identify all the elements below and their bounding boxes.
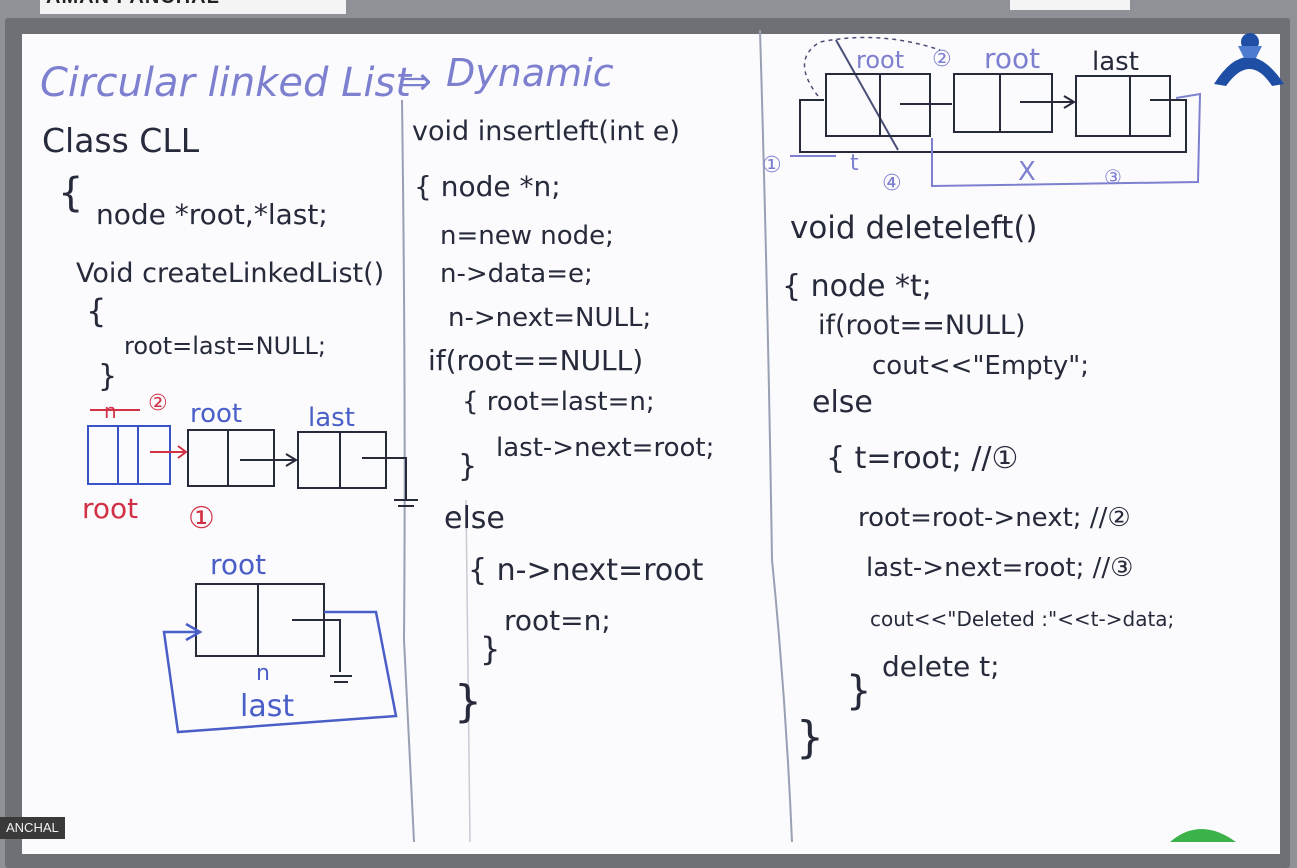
col1-last-label: last bbox=[308, 403, 355, 433]
col1-n2-label: n bbox=[256, 661, 270, 686]
col3-line-7: root=root->next; //② bbox=[858, 503, 1131, 533]
col1-line-1: Class CLL bbox=[42, 121, 200, 160]
col3-linked-list-diagram: root ② root last ① t ④ X ③ bbox=[762, 36, 1202, 196]
col2-line-3: n=new node; bbox=[440, 221, 614, 251]
col1-single-node-next bbox=[292, 619, 341, 672]
col1-line-5: { bbox=[86, 292, 106, 330]
presenter-name-header: AMAN PANCHAL bbox=[40, 0, 346, 14]
col3-cross-out-line bbox=[835, 39, 899, 151]
col3-cross-label: X bbox=[1018, 157, 1036, 187]
col2-line-10: else bbox=[444, 501, 505, 536]
col3-line-6: { t=root; //① bbox=[826, 441, 1018, 476]
title-arrow: ⇒ bbox=[400, 59, 432, 103]
column-divider-faint bbox=[465, 499, 471, 842]
col3-circular-link bbox=[799, 99, 1187, 153]
col3-line-12: } bbox=[796, 712, 824, 763]
col2-line-4: n->data=e; bbox=[440, 259, 593, 289]
col3-root-crossed-label: root bbox=[856, 46, 904, 74]
col3-line-5: else bbox=[812, 385, 873, 420]
col3-line-3: if(root==NULL) bbox=[818, 310, 1026, 341]
col2-line-7: { root=last=n; bbox=[462, 387, 655, 417]
col2-line-13: } bbox=[480, 630, 500, 668]
col1-step2-label: ② bbox=[148, 391, 168, 416]
logo-icon bbox=[1214, 33, 1284, 86]
col3-dashed-arc bbox=[803, 36, 941, 97]
col1-linked-list-diagram: n ② root last root ① root bbox=[82, 391, 418, 734]
col3-line-2: { node *t; bbox=[782, 269, 932, 304]
title-suffix: Dynamic bbox=[446, 51, 614, 95]
col2-line-9: } bbox=[458, 449, 477, 484]
col1-loop-arrowhead bbox=[185, 622, 203, 642]
col3-line-10: delete t; bbox=[882, 650, 1000, 683]
col1-line-7: } bbox=[98, 359, 117, 394]
col1-line-4: Void createLinkedList() bbox=[76, 258, 384, 289]
col3-line-8: last->next=root; //③ bbox=[866, 553, 1133, 583]
col2-line-14: } bbox=[454, 676, 482, 727]
col1-red-arrowhead bbox=[177, 445, 188, 459]
col1-single-ground bbox=[330, 675, 352, 683]
col3-new-link bbox=[931, 92, 1202, 188]
col1-node-root bbox=[187, 429, 275, 487]
top-right-tab bbox=[1010, 0, 1130, 10]
col3-last-label: last bbox=[1092, 47, 1139, 77]
col3-line-1: void deleteleft() bbox=[790, 210, 1038, 246]
col1-ground-symbol bbox=[394, 499, 418, 507]
col1-step1-label: ① bbox=[188, 501, 215, 536]
whiteboard-drawing: Circular linked List ⇒ Dynamic Class CLL… bbox=[40, 29, 1284, 842]
col1-root-red-label: root bbox=[82, 492, 138, 525]
col1-last2-label: last bbox=[240, 689, 294, 724]
col1-root-label: root bbox=[190, 399, 242, 429]
column-divider-1 bbox=[401, 99, 415, 842]
col3-t-label: t bbox=[850, 151, 859, 176]
col3-step2-label: ② bbox=[932, 47, 952, 72]
col1-root2-label: root bbox=[210, 548, 266, 581]
col3-root-label: root bbox=[984, 42, 1040, 75]
col2-line-8: last->next=root; bbox=[496, 433, 714, 463]
col3-node-3 bbox=[1075, 75, 1171, 137]
column-divider-2 bbox=[759, 29, 793, 842]
col1-last-null-line bbox=[362, 457, 407, 500]
col1-node-new bbox=[87, 425, 171, 485]
col3-line-9: cout<<"Deleted :"<<t->data; bbox=[870, 607, 1174, 631]
col3-line-4: cout<<"Empty"; bbox=[872, 351, 1089, 381]
col2-line-5: n->next=NULL; bbox=[448, 303, 651, 333]
col1-loop-arrow bbox=[162, 610, 398, 734]
col1-line-6: root=last=NULL; bbox=[124, 332, 326, 360]
col1-line-3: node *root,*last; bbox=[96, 198, 328, 231]
col2-line-12: root=n; bbox=[504, 604, 611, 637]
presenter-name-tag: ANCHAL bbox=[0, 817, 65, 839]
col1-node-last bbox=[297, 431, 387, 489]
col1-arrowhead bbox=[285, 453, 298, 467]
title-text: Circular linked List bbox=[40, 60, 412, 106]
whiteboard-surface bbox=[22, 34, 1280, 854]
col3-step1-label: ① bbox=[762, 153, 782, 178]
col2-line-2: { node *n; bbox=[414, 170, 561, 203]
col1-line-2: { bbox=[58, 170, 83, 216]
green-corner-badge bbox=[1170, 829, 1236, 842]
col3-step3-label: ③ bbox=[1104, 165, 1122, 189]
col3-line-11: } bbox=[846, 668, 871, 714]
col2-line-11: { n->next=root bbox=[468, 553, 704, 588]
col2-line-6: if(root==NULL) bbox=[428, 344, 643, 377]
col3-arrowhead-2-3 bbox=[1063, 95, 1076, 109]
col2-line-1: void insertleft(int e) bbox=[412, 116, 680, 147]
col3-step4-label: ④ bbox=[882, 171, 902, 196]
